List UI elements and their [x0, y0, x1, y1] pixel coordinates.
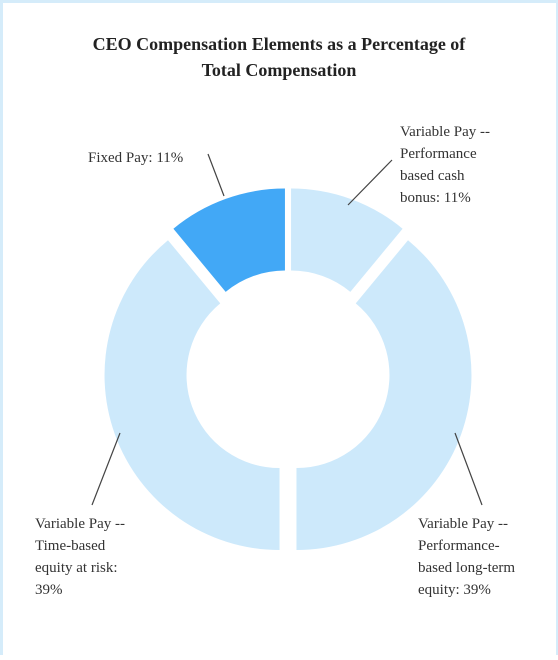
donut-slice — [291, 188, 403, 292]
leader-line — [207, 153, 225, 197]
donut-slice — [173, 188, 285, 292]
slice-label: Variable Pay --Performance based cash bonu… — [400, 124, 490, 206]
leader-line — [91, 432, 121, 506]
donut-slice — [296, 240, 472, 551]
leader-line — [347, 159, 393, 206]
donut-slice — [104, 240, 280, 551]
chart-title: CEO Compensation Elements as a Percentag… — [93, 34, 467, 80]
slice-label: Variable Pay --Performance-based long-te… — [418, 516, 515, 598]
leader-line — [454, 432, 483, 506]
slice-label: Variable Pay --Time-based equity at risk:… — [35, 516, 125, 598]
slice-label: Fixed Pay: 11% — [88, 150, 183, 166]
